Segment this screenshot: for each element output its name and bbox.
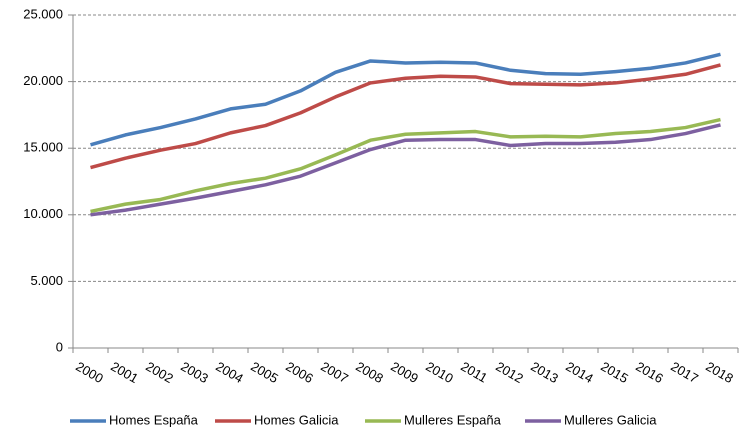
legend-label: Homes Galicia xyxy=(254,412,339,427)
legend-label: Homes España xyxy=(109,412,199,427)
x-tick-label: 2014 xyxy=(563,359,596,386)
x-tick-label: 2011 xyxy=(458,359,490,386)
x-tick-label: 2016 xyxy=(633,359,666,386)
x-tick-label: 2012 xyxy=(493,359,526,386)
y-tick-label: 15.000 xyxy=(23,140,63,155)
x-tick-label: 2015 xyxy=(598,359,631,386)
x-tick-label: 2001 xyxy=(108,359,141,386)
series-line xyxy=(90,117,721,214)
x-tick-label: 2003 xyxy=(178,359,211,386)
y-tick-label: 0 xyxy=(56,339,63,354)
x-tick-label: 2006 xyxy=(283,359,316,386)
series-line xyxy=(90,52,721,147)
x-tick-label: 2000 xyxy=(73,359,106,386)
legend-label: Mulleres Galicia xyxy=(564,412,657,427)
x-tick-label: 2007 xyxy=(318,359,351,386)
y-tick-label: 20.000 xyxy=(23,73,63,88)
y-tick-label: 25.000 xyxy=(23,6,63,21)
series-line xyxy=(90,63,721,170)
y-tick-label: 5.000 xyxy=(30,273,63,288)
y-tick-label: 10.000 xyxy=(23,206,63,221)
x-tick-label: 2009 xyxy=(388,359,421,386)
x-tick-label: 2002 xyxy=(143,359,176,386)
x-tick-label: 2008 xyxy=(353,359,386,386)
x-tick-label: 2017 xyxy=(668,359,701,386)
x-tick-label: 2005 xyxy=(248,359,281,386)
legend-label: Mulleres España xyxy=(404,412,502,427)
x-tick-label: 2010 xyxy=(423,359,456,386)
x-tick-label: 2013 xyxy=(528,359,561,386)
series-line xyxy=(90,123,721,217)
x-tick-label: 2018 xyxy=(703,359,736,386)
x-tick-label: 2004 xyxy=(213,359,246,386)
